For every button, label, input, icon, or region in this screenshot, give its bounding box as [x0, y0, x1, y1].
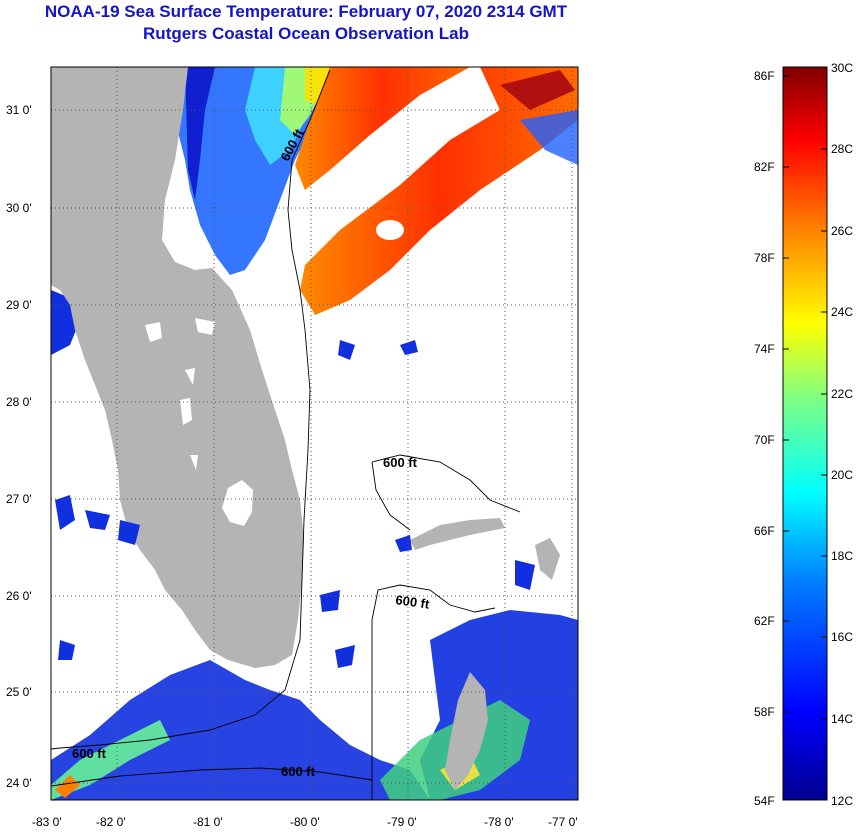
lat-label: 31 0'	[6, 103, 32, 117]
colorbar-c-label: 16C	[831, 630, 853, 644]
colorbar-c-label: 14C	[831, 712, 853, 726]
lat-label: 26 0'	[6, 589, 32, 603]
sst-cloud-hole	[376, 220, 404, 240]
contour-label-bahamas: 600 ft	[383, 455, 418, 470]
depth-contour-600ft-south	[51, 767, 373, 787]
colorbar-c-label: 22C	[831, 387, 853, 401]
lat-label: 24 0'	[6, 776, 32, 790]
lon-label: -78 0'	[484, 815, 514, 829]
lat-label: 29 0'	[6, 298, 32, 312]
sst-gulfstream-cold-edge	[520, 110, 578, 165]
sst-gulfstream-band-1	[295, 67, 470, 190]
sst-keys-orange	[55, 775, 80, 798]
sst-keys-green	[51, 720, 170, 800]
lat-label: 27 0'	[6, 492, 32, 506]
colorbar-f-label: 78F	[754, 251, 775, 265]
sst-gulfstream-band-2	[300, 67, 578, 315]
lon-label: -83 0'	[32, 815, 62, 829]
map-frame	[50, 66, 579, 801]
colorbar: 86F 82F 78F 74F 70F 66F 62F 58F 54F 30C …	[754, 61, 853, 808]
colorbar-f-label: 66F	[754, 524, 775, 538]
colorbar-c-label: 20C	[831, 468, 853, 482]
colorbar-c-label: 28C	[831, 142, 853, 156]
colorbar-f-label: 74F	[754, 342, 775, 356]
sst-southwest-patches	[55, 495, 140, 545]
colorbar-f-label: 58F	[754, 705, 775, 719]
colorbar-f-label: 62F	[754, 614, 775, 628]
colorbar-f-label: 54F	[754, 794, 775, 808]
lon-label: -82 0'	[96, 815, 126, 829]
lon-label: -79 0'	[387, 815, 417, 829]
plot-area	[51, 67, 578, 800]
lat-label: 28 0'	[6, 395, 32, 409]
sst-keys-blue	[51, 660, 430, 800]
lat-label: 25 0'	[6, 685, 32, 699]
contour-label-straits: 600 ft	[395, 592, 431, 612]
grand-bahama-island	[410, 518, 505, 550]
sst-nearshore-deepblue	[185, 67, 215, 200]
lon-label: -81 0'	[193, 815, 223, 829]
colorbar-gradient	[782, 66, 828, 801]
colorbar-f-label: 86F	[754, 69, 775, 83]
inland-lakes	[145, 318, 215, 470]
map-title: NOAA-19 Sea Surface Temperature: Februar…	[44, 2, 568, 21]
sst-gulfstream-hot-core	[500, 70, 575, 110]
lake-okeechobee	[222, 480, 253, 526]
colorbar-c-label: 30C	[831, 61, 853, 75]
abaco-island	[535, 538, 560, 580]
lon-label: -80 0'	[290, 815, 320, 829]
lon-label: -77 0'	[548, 815, 578, 829]
depth-contour-600ft	[51, 69, 521, 800]
lat-label: 30 0'	[6, 201, 32, 215]
colorbar-f-label: 82F	[754, 160, 775, 174]
colorbar-c-label: 12C	[831, 794, 853, 808]
colorbar-c-label: 18C	[831, 549, 853, 563]
andros-island	[445, 672, 488, 790]
map-subtitle: Rutgers Coastal Ocean Observation Lab	[143, 24, 469, 43]
bahamas-shoal-blue	[395, 535, 535, 590]
colorbar-c-label: 24C	[831, 305, 853, 319]
contour-label-keys: 600 ft	[72, 746, 107, 761]
contour-label-south: 600 ft	[281, 764, 316, 779]
colorbar-f-label: 70F	[754, 433, 775, 447]
colorbar-c-label: 26C	[831, 224, 853, 238]
